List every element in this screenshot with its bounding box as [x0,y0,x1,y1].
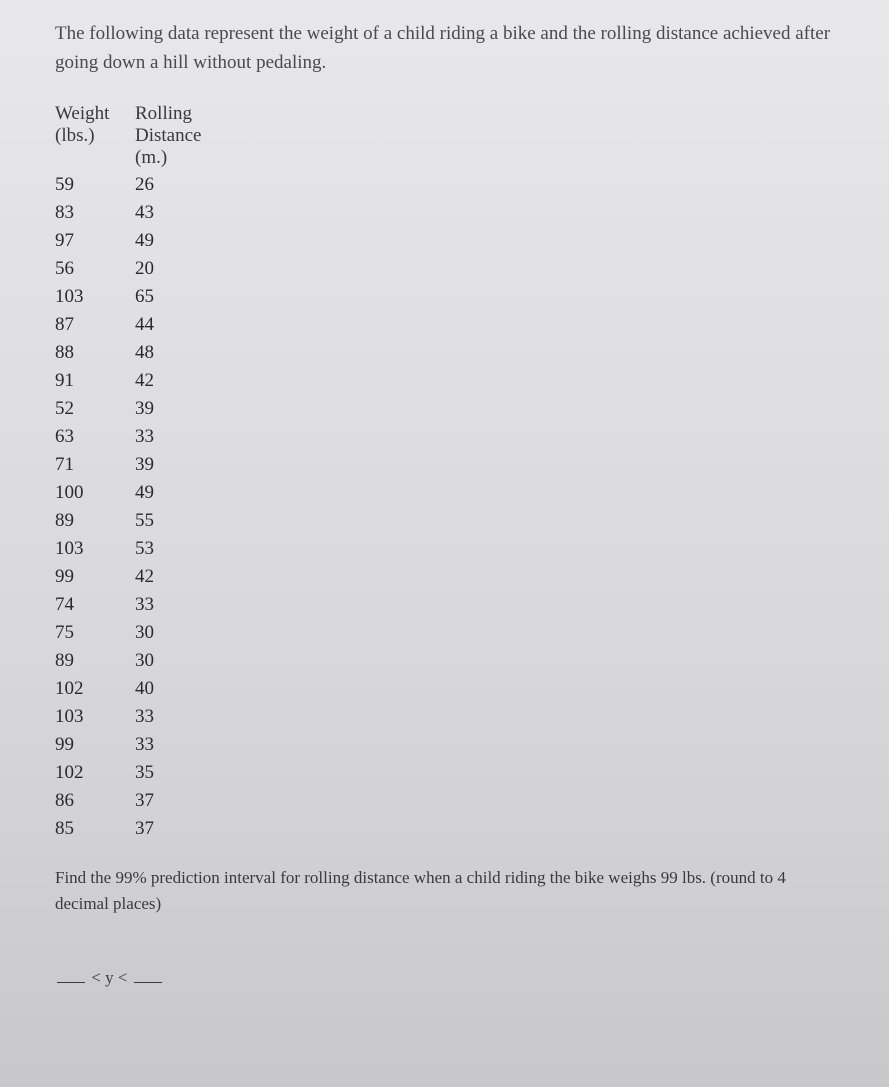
answer-blank-upper[interactable] [134,966,162,983]
cell-weight: 103 [55,535,135,563]
cell-distance: 30 [135,619,235,647]
table-row: 8537 [55,815,235,843]
table-row: 10353 [55,535,235,563]
header-weight: Weight (lbs.) [55,101,135,171]
cell-weight: 71 [55,451,135,479]
cell-weight: 89 [55,507,135,535]
cell-weight: 52 [55,395,135,423]
table-row: 9749 [55,227,235,255]
cell-weight: 102 [55,759,135,787]
cell-weight: 102 [55,675,135,703]
data-table: Weight (lbs.) Rolling Distance (m.) 5926… [55,101,235,843]
cell-weight: 83 [55,199,135,227]
header-rolling-line1: Rolling [135,103,192,124]
cell-weight: 59 [55,171,135,199]
table-row: 8848 [55,339,235,367]
cell-distance: 44 [135,311,235,339]
cell-weight: 97 [55,227,135,255]
cell-weight: 89 [55,647,135,675]
cell-distance: 33 [135,423,235,451]
cell-weight: 100 [55,479,135,507]
table-row: 9142 [55,367,235,395]
answer-line: < y < [55,966,839,988]
header-rolling: Rolling Distance (m.) [135,101,235,171]
cell-weight: 75 [55,619,135,647]
table-row: 8744 [55,311,235,339]
table-row: 8637 [55,787,235,815]
header-rolling-line2: Distance [135,125,201,146]
table-row: 8955 [55,507,235,535]
table-row: 10365 [55,283,235,311]
header-weight-line2: (lbs.) [55,125,95,146]
table-row: 9933 [55,731,235,759]
table-row: 10333 [55,703,235,731]
table-row: 9942 [55,563,235,591]
table-row: 10240 [55,675,235,703]
cell-distance: 39 [135,451,235,479]
cell-weight: 85 [55,815,135,843]
cell-distance: 33 [135,731,235,759]
table-row: 10235 [55,759,235,787]
table-row: 5239 [55,395,235,423]
cell-distance: 43 [135,199,235,227]
answer-relation: < y < [91,968,127,987]
cell-distance: 35 [135,759,235,787]
table-row: 10049 [55,479,235,507]
cell-distance: 37 [135,815,235,843]
cell-weight: 63 [55,423,135,451]
cell-distance: 26 [135,171,235,199]
cell-distance: 37 [135,787,235,815]
table-row: 5620 [55,255,235,283]
header-weight-line1: Weight [55,103,109,124]
answer-blank-lower[interactable] [57,966,85,983]
table-row: 7433 [55,591,235,619]
cell-weight: 91 [55,367,135,395]
cell-distance: 55 [135,507,235,535]
cell-weight: 86 [55,787,135,815]
cell-distance: 20 [135,255,235,283]
table-row: 7139 [55,451,235,479]
cell-distance: 30 [135,647,235,675]
cell-weight: 88 [55,339,135,367]
cell-weight: 56 [55,255,135,283]
cell-distance: 53 [135,535,235,563]
table-row: 8343 [55,199,235,227]
cell-distance: 48 [135,339,235,367]
table-row: 7530 [55,619,235,647]
cell-weight: 103 [55,703,135,731]
table-row: 8930 [55,647,235,675]
cell-distance: 33 [135,591,235,619]
cell-distance: 49 [135,479,235,507]
cell-weight: 74 [55,591,135,619]
cell-distance: 40 [135,675,235,703]
question-text: Find the 99% prediction interval for rol… [55,865,839,916]
cell-distance: 33 [135,703,235,731]
table-row: 6333 [55,423,235,451]
cell-weight: 103 [55,283,135,311]
intro-text: The following data represent the weight … [55,20,839,77]
table-row: 5926 [55,171,235,199]
cell-distance: 39 [135,395,235,423]
header-rolling-line3: (m.) [135,147,167,168]
cell-distance: 42 [135,367,235,395]
cell-weight: 87 [55,311,135,339]
cell-weight: 99 [55,563,135,591]
cell-weight: 99 [55,731,135,759]
cell-distance: 49 [135,227,235,255]
table-body: 5926834397495620103658744884891425239633… [55,171,235,843]
cell-distance: 42 [135,563,235,591]
cell-distance: 65 [135,283,235,311]
